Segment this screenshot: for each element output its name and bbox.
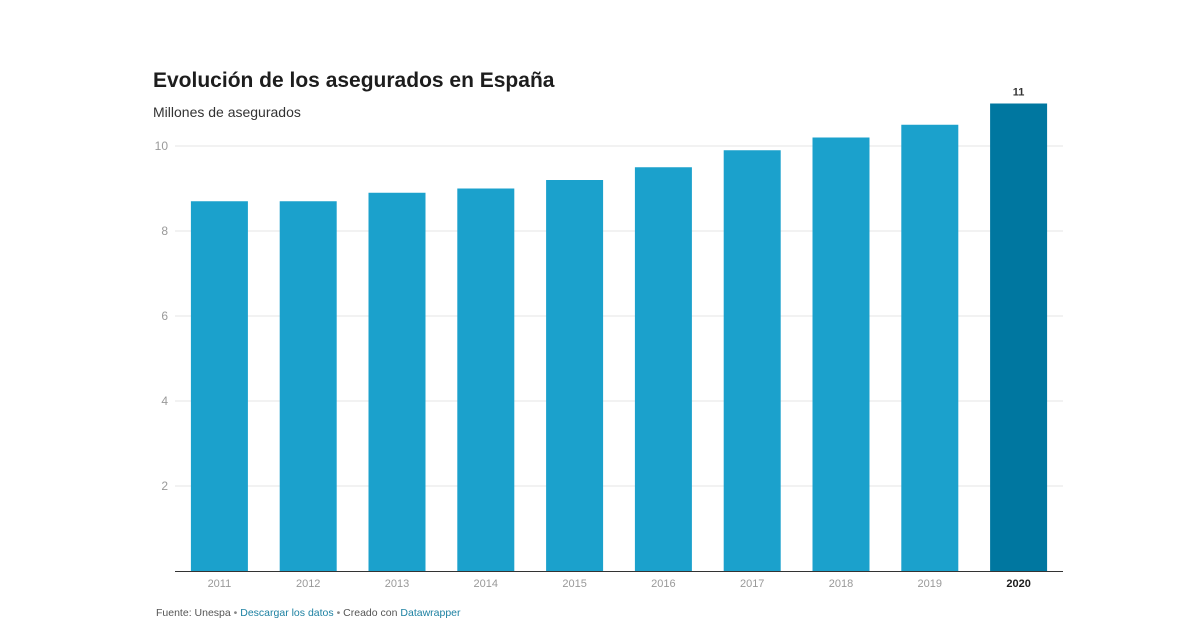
chart-title: Evolución de los asegurados en España bbox=[153, 69, 555, 92]
bar bbox=[190, 201, 248, 571]
bar bbox=[368, 192, 426, 571]
chart-subtitle: Millones de asegurados bbox=[153, 104, 301, 120]
footer-bullet: • bbox=[336, 607, 341, 619]
bar bbox=[457, 188, 515, 571]
data-label: 11 bbox=[1013, 87, 1025, 99]
x-tick-label: 2013 bbox=[385, 578, 409, 590]
x-tick-label: 2016 bbox=[651, 578, 675, 590]
datawrapper-link[interactable]: Datawrapper bbox=[400, 607, 461, 619]
y-tick-label: 6 bbox=[161, 309, 168, 323]
bar bbox=[279, 201, 337, 571]
x-tick-label: 2011 bbox=[208, 578, 232, 590]
x-tick-label: 2020 bbox=[1006, 578, 1030, 590]
y-tick-label: 10 bbox=[155, 139, 169, 153]
bar bbox=[634, 167, 692, 571]
x-tick-label: 2015 bbox=[562, 578, 586, 590]
bar bbox=[546, 180, 604, 571]
x-tick-label: 2014 bbox=[474, 578, 498, 590]
y-tick-label: 8 bbox=[161, 224, 168, 238]
bar bbox=[990, 103, 1048, 571]
bar bbox=[812, 137, 870, 571]
y-tick-label: 2 bbox=[161, 479, 168, 493]
bar bbox=[901, 124, 959, 571]
created-with-text: Creado con bbox=[343, 607, 398, 619]
bar bbox=[723, 150, 781, 571]
x-tick-label: 2018 bbox=[829, 578, 853, 590]
chart-footer: Fuente: Unespa • Descargar los datos • C… bbox=[156, 607, 461, 619]
x-tick-label: 2019 bbox=[918, 578, 942, 590]
y-tick-label: 4 bbox=[161, 394, 168, 408]
x-tick-label: 2012 bbox=[296, 578, 320, 590]
source-text: Fuente: Unespa bbox=[156, 607, 231, 619]
footer-bullet: • bbox=[233, 607, 238, 619]
x-tick-label: 2017 bbox=[740, 578, 764, 590]
download-data-link[interactable]: Descargar los datos bbox=[240, 607, 334, 619]
